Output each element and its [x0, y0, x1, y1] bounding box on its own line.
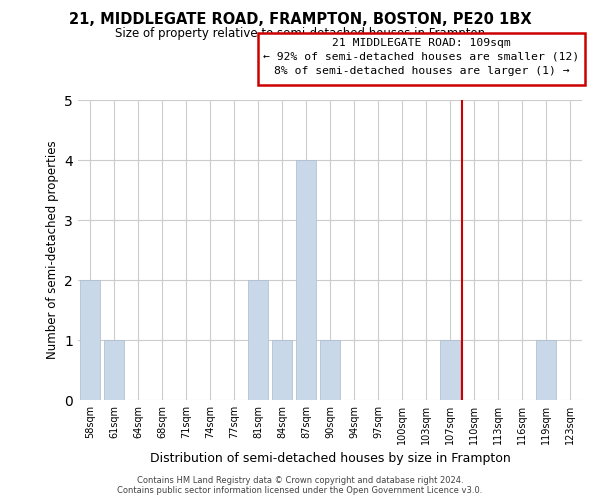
Bar: [80, 280, 100, 400]
Bar: [248, 280, 268, 400]
Text: 21, MIDDLEGATE ROAD, FRAMPTON, BOSTON, PE20 1BX: 21, MIDDLEGATE ROAD, FRAMPTON, BOSTON, P…: [68, 12, 532, 28]
Bar: [272, 340, 292, 400]
Bar: [296, 160, 316, 400]
Text: 8% of semi-detached houses are larger (1) →: 8% of semi-detached houses are larger (1…: [274, 66, 569, 76]
Text: 21 MIDDLEGATE ROAD: 109sqm: 21 MIDDLEGATE ROAD: 109sqm: [332, 38, 511, 48]
Text: ← 92% of semi-detached houses are smaller (12): ← 92% of semi-detached houses are smalle…: [263, 52, 580, 62]
Y-axis label: Number of semi-detached properties: Number of semi-detached properties: [46, 140, 59, 360]
Bar: [104, 340, 124, 400]
Text: Size of property relative to semi-detached houses in Frampton: Size of property relative to semi-detach…: [115, 28, 485, 40]
Bar: [536, 340, 556, 400]
Text: Contains public sector information licensed under the Open Government Licence v3: Contains public sector information licen…: [118, 486, 482, 495]
Bar: [320, 340, 340, 400]
Text: Contains HM Land Registry data © Crown copyright and database right 2024.: Contains HM Land Registry data © Crown c…: [137, 476, 463, 485]
Bar: [440, 340, 460, 400]
X-axis label: Distribution of semi-detached houses by size in Frampton: Distribution of semi-detached houses by …: [149, 452, 511, 466]
